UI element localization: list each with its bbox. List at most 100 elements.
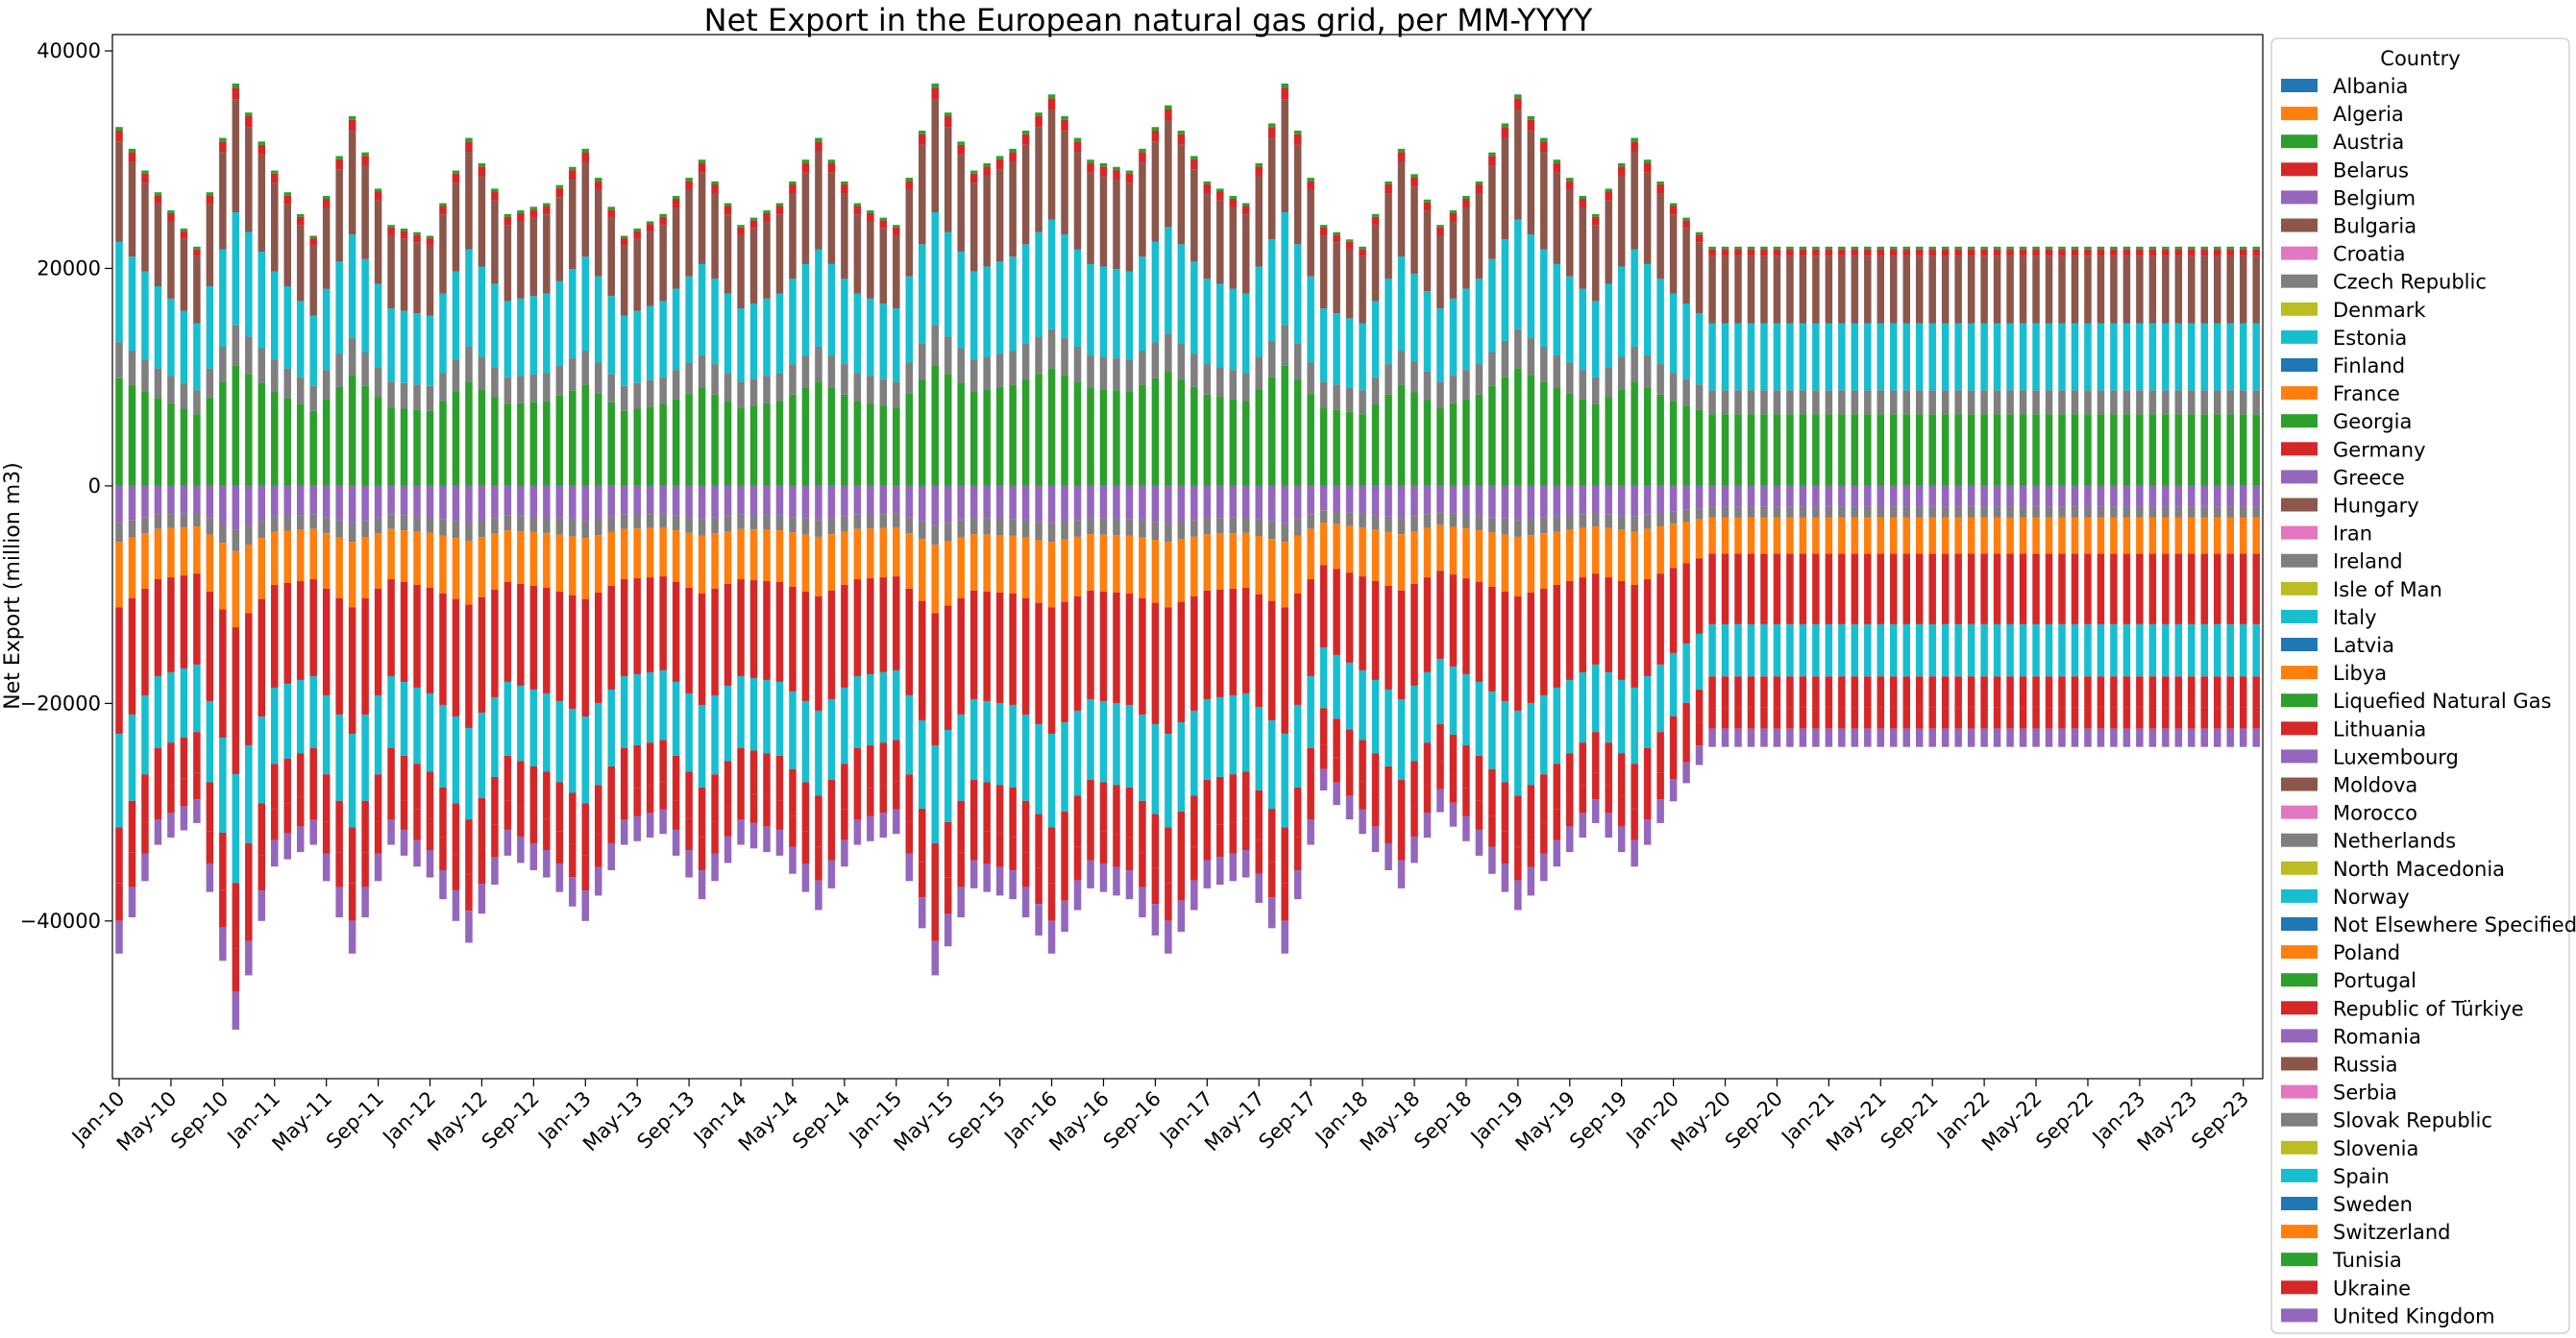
bar-segment	[595, 276, 602, 363]
bar-segment	[1566, 181, 1574, 190]
bar-segment	[749, 793, 758, 823]
bar-segment	[969, 359, 978, 392]
bar-segment	[595, 181, 602, 190]
bar-segment	[1954, 485, 1962, 507]
bar-segment	[1021, 343, 1030, 379]
bar-segment	[1527, 702, 1535, 786]
bar-segment	[2006, 323, 2014, 391]
bar-segment	[491, 283, 499, 368]
bar-segment	[400, 310, 408, 383]
bar-segment	[944, 127, 952, 232]
legend-swatch	[2281, 107, 2318, 121]
bar-segment	[685, 485, 693, 518]
bar-segment	[2214, 323, 2221, 391]
bar-segment	[1566, 362, 1574, 394]
bar-segment	[1591, 799, 1600, 823]
bar-segment	[1695, 313, 1704, 385]
bar-segment	[219, 832, 227, 890]
bar-segment	[1475, 394, 1484, 486]
bar-segment	[1475, 184, 1484, 194]
bar-segment	[439, 787, 447, 838]
bar-segment	[2226, 506, 2234, 518]
bar-segment	[1579, 195, 1586, 199]
legend-item: Albania	[2281, 75, 2408, 98]
bar-segment	[919, 131, 926, 134]
bar-segment	[2045, 485, 2053, 507]
bar-segment	[1216, 367, 1224, 398]
bar-segment	[1631, 584, 1638, 688]
bar-segment	[1436, 763, 1444, 790]
bar-segment	[1747, 506, 1755, 518]
bar-segment	[919, 485, 926, 522]
bar-segment	[1099, 176, 1108, 267]
bar-segment	[1319, 381, 1328, 408]
bar-segment	[581, 256, 590, 352]
bar-segment	[1462, 370, 1470, 400]
bar-segment	[775, 800, 784, 830]
bar-segment	[1255, 166, 1263, 177]
bar-segment	[957, 252, 965, 349]
bar-segment	[219, 346, 227, 382]
bar-segment	[2019, 249, 2027, 256]
legend-label: Portugal	[2333, 969, 2417, 992]
bar-segment	[1385, 812, 1392, 843]
bar-segment	[1501, 782, 1509, 832]
legend-swatch	[2281, 329, 2318, 344]
bar-segment	[2071, 255, 2079, 324]
bar-segment	[620, 485, 628, 515]
bar-segment	[1190, 846, 1198, 881]
bar-segment	[543, 517, 551, 533]
bar-segment	[1319, 485, 1328, 511]
bar-segment	[789, 768, 797, 816]
bar-segment	[413, 234, 421, 243]
bar-segment	[1255, 389, 1263, 486]
bar-segment	[879, 405, 888, 486]
bar-segment	[2252, 485, 2260, 507]
bar-segment	[711, 364, 719, 395]
bar-segment	[931, 485, 939, 525]
bar-segment	[1669, 214, 1678, 294]
bar-segment	[2200, 485, 2209, 507]
legend-swatch	[2281, 274, 2318, 288]
bar-segment	[2071, 517, 2079, 554]
bar-segment	[1151, 485, 1160, 523]
bar-segment	[478, 520, 486, 538]
bar-segment	[1993, 414, 2001, 486]
bar-segment	[827, 860, 836, 888]
bar-segment	[465, 152, 473, 250]
bar-segment	[180, 310, 188, 383]
bar-segment	[867, 815, 874, 841]
bar-segment	[867, 744, 874, 789]
bar-segment	[841, 364, 848, 395]
bar-segment	[1359, 246, 1366, 250]
bar-segment	[581, 384, 590, 486]
bar-segment	[180, 231, 188, 239]
bar-segment	[1540, 517, 1548, 534]
bar-segment	[2214, 707, 2221, 729]
bar-segment	[1319, 510, 1328, 523]
bar-segment	[763, 581, 771, 680]
bar-segment	[1786, 485, 1794, 507]
bar-segment	[2110, 506, 2118, 518]
bar-segment	[944, 821, 952, 878]
bar-segment	[193, 255, 201, 324]
bar-segment	[1941, 323, 1950, 391]
bar-segment	[1229, 207, 1238, 289]
bar-segment	[374, 283, 382, 368]
bar-segment	[348, 115, 356, 120]
bar-segment	[737, 528, 745, 580]
bar-segment	[2045, 676, 2053, 708]
bar-segment	[2226, 676, 2234, 708]
bar-segment	[1877, 414, 1885, 486]
bar-segment	[2162, 249, 2170, 256]
bar-segment	[775, 681, 784, 756]
bar-segment	[543, 293, 551, 374]
legend-swatch	[2281, 1253, 2318, 1267]
x-tick-label: Sep-19	[1565, 1087, 1631, 1154]
bar-segment	[503, 530, 512, 582]
bar-segment	[426, 385, 434, 411]
bar-segment	[1566, 515, 1574, 530]
bar-segment	[258, 521, 266, 539]
bar-segment	[128, 161, 136, 257]
bar-segment	[1579, 207, 1586, 289]
